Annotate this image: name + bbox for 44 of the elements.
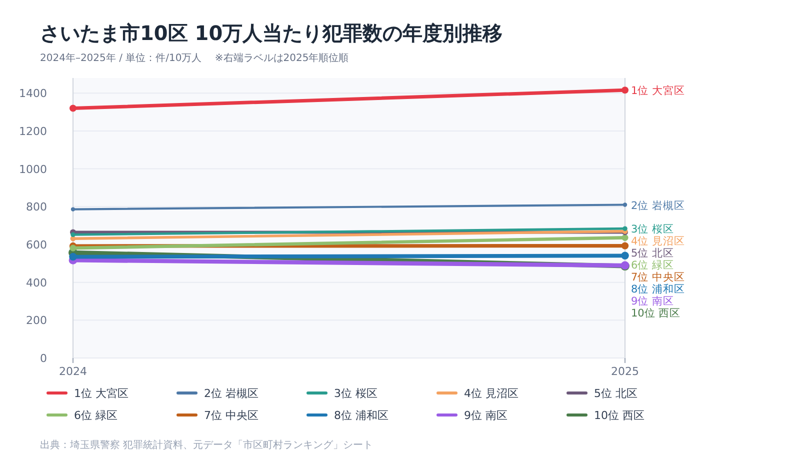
legend-label: 2位 岩槻区 [204,387,258,400]
legend-label: 10位 西区 [594,409,644,422]
legend-label: 8位 浦和区 [334,409,388,422]
point [70,207,76,212]
text: 10位 西区 [631,308,681,320]
legend-label: 3位 桜区 [334,387,378,400]
legend-label: 5位 北区 [594,387,638,400]
y-tick-label: 0 [40,352,47,365]
x-tick-label: 2025 [611,365,639,378]
y-tick-label: 1000 [19,162,47,176]
point [622,202,628,207]
text: 6位 緑区 [631,260,674,272]
legend-label: 4位 見沼区 [464,387,518,400]
point [70,104,76,112]
x-tick-label: 2024 [59,365,87,378]
point [69,252,77,261]
point [70,244,76,252]
text: 7位 中央区 [631,272,686,284]
point [621,252,629,260]
y-tick-label: 800 [26,200,47,214]
text: 8位 浦和区 [631,284,686,296]
legend-label: 6位 緑区 [74,409,118,422]
legend-label: 9位 南区 [464,409,508,422]
point [621,242,629,250]
point [70,232,76,238]
y-tick-label: 1200 [19,124,47,138]
y-tick-label: 600 [26,238,47,252]
text: 3位 桜区 [631,224,674,236]
y-tick-label: 200 [26,314,47,328]
text: 1位 大宮区 [631,85,686,98]
y-tick-label: 1400 [19,87,47,100]
point [622,86,628,94]
text: 2位 岩槻区 [631,200,686,212]
source-note: 出典：埼玉県警察 犯罪統計資料、元データ「市区町村ランキング」シート [40,439,374,451]
chart-subtitle: 2024年–2025年 / 単位：件/10万人 ※右端ラベルは2025年順位順 [40,52,349,64]
text: 5位 北区 [631,248,674,260]
point [622,234,628,241]
chart-title: さいたま市10区 10万人当たり犯罪数の年度別推移 [40,21,503,45]
point [622,226,628,231]
y-tick-label: 400 [26,276,47,290]
text: 4位 見沼区 [631,236,686,248]
legend-label: 7位 中央区 [204,409,258,422]
legend-label: 1位 大宮区 [74,387,128,400]
text: 9位 南区 [631,296,674,308]
